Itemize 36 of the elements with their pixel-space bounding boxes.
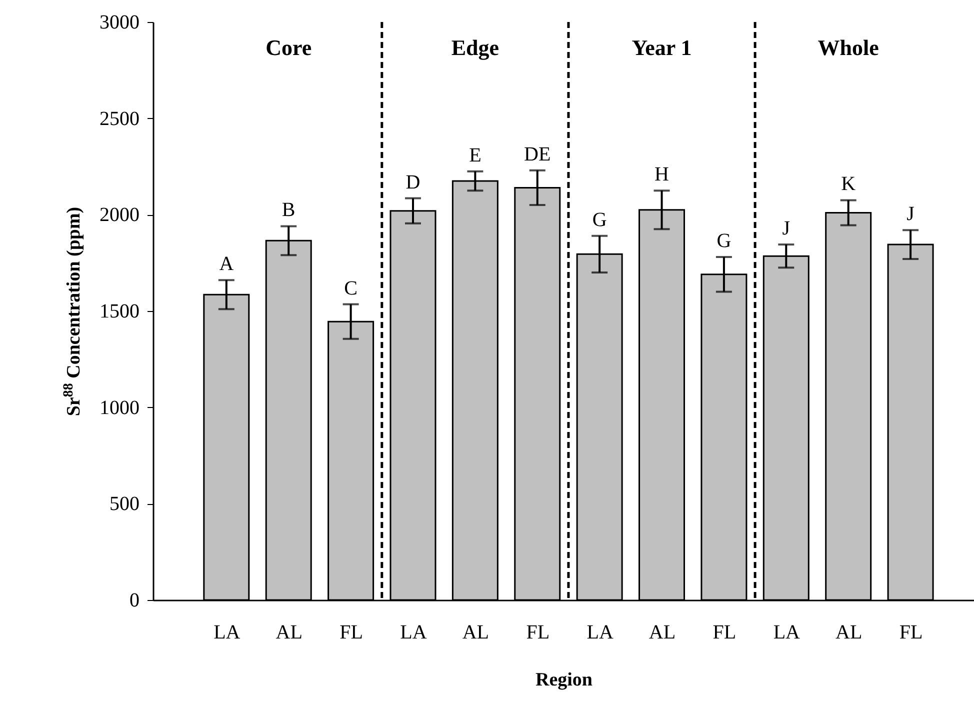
y-tick-label: 0 [130, 590, 140, 612]
y-tick-label: 2000 [100, 204, 140, 226]
data-label: G [716, 230, 732, 252]
x-tick-label: AL [648, 622, 676, 644]
data-label: E [469, 144, 482, 166]
x-tick-label: LA [586, 622, 614, 644]
data-label: K [841, 173, 856, 196]
data-label: J [906, 203, 915, 226]
x-tick-label: LA [773, 622, 801, 644]
y-tick-label: 1500 [100, 300, 140, 322]
data-label: C [344, 277, 358, 300]
y-tick-label: 2500 [100, 108, 140, 130]
x-tick-label: AL [276, 622, 302, 644]
y-tick-label: 3000 [100, 12, 140, 34]
data-label: G [592, 208, 607, 231]
data-label: D [406, 171, 420, 194]
data-label: J [782, 218, 790, 240]
y-tick-label: 1000 [100, 396, 140, 419]
y-tick-label: 500 [110, 493, 140, 516]
data-label: B [282, 199, 296, 222]
x-tick-label: FL [340, 622, 363, 644]
annotation: Year 1 [632, 35, 692, 60]
data-label: H [654, 164, 669, 186]
data-label: DE [524, 143, 551, 166]
x-tick-label: AL [836, 622, 862, 644]
x-tick-label: FL [712, 622, 736, 644]
data-label: A [219, 253, 234, 276]
x-tick-label: AL [462, 622, 490, 644]
annotation: Core [266, 35, 312, 60]
x-tick-label: FL [899, 622, 923, 644]
annotation: Edge [451, 35, 500, 60]
x-tick-label: LA [400, 622, 428, 644]
x-tick-label: FL [526, 622, 550, 644]
annotation: Whole [818, 35, 880, 60]
x-axis-title: Region [536, 670, 593, 690]
x-tick-label: LA [214, 622, 241, 644]
